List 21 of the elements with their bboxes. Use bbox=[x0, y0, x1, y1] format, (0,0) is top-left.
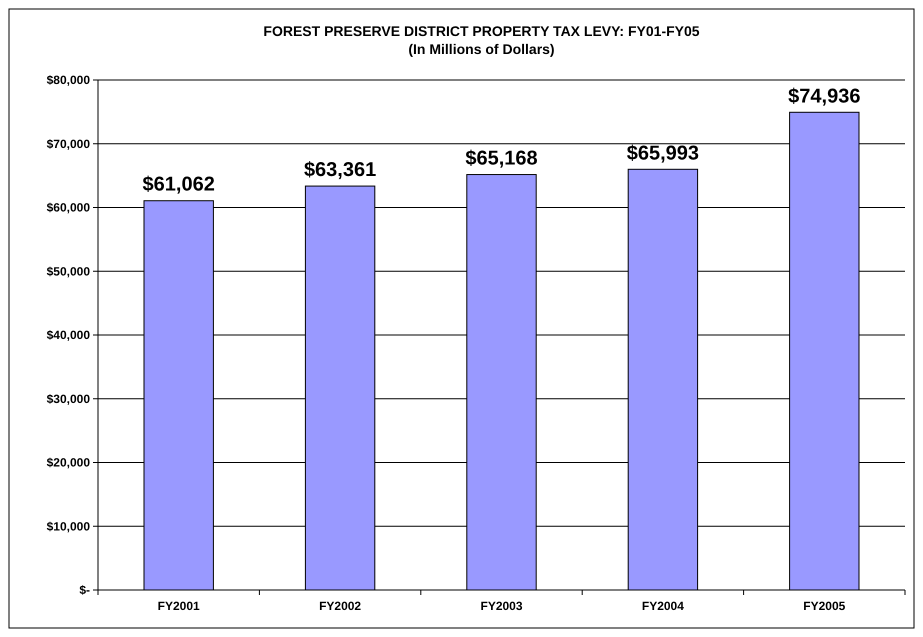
y-tick-label: $20,000 bbox=[46, 456, 90, 470]
y-tick-label: $30,000 bbox=[46, 392, 90, 406]
x-tick-label: FY2001 bbox=[158, 599, 200, 613]
chart-title: FOREST PRESERVE DISTRICT PROPERTY TAX LEVY: FY01-FY05 bbox=[263, 23, 700, 39]
x-tick-label: FY2005 bbox=[803, 599, 846, 613]
chart-subtitle: (In Millions of Dollars) bbox=[408, 41, 555, 57]
data-label: $63,361 bbox=[304, 159, 376, 182]
y-tick-label: $10,000 bbox=[46, 519, 90, 534]
data-label: $65,168 bbox=[465, 148, 538, 170]
x-tick-label: FY2004 bbox=[642, 599, 684, 613]
y-tick-label: $40,000 bbox=[46, 328, 90, 342]
y-tick-label: $70,000 bbox=[46, 136, 90, 151]
y-tick-label: $50,000 bbox=[46, 264, 90, 278]
data-label: $74,936 bbox=[788, 85, 860, 108]
x-tick-label: FY2003 bbox=[480, 599, 523, 613]
y-tick-label: $60,000 bbox=[46, 200, 90, 215]
y-tick-label: $- bbox=[79, 583, 90, 598]
y-tick-label: $80,000 bbox=[46, 73, 90, 88]
data-label: $61,062 bbox=[142, 174, 215, 196]
x-tick-label: FY2002 bbox=[319, 599, 362, 613]
data-label: $65,993 bbox=[626, 142, 700, 164]
